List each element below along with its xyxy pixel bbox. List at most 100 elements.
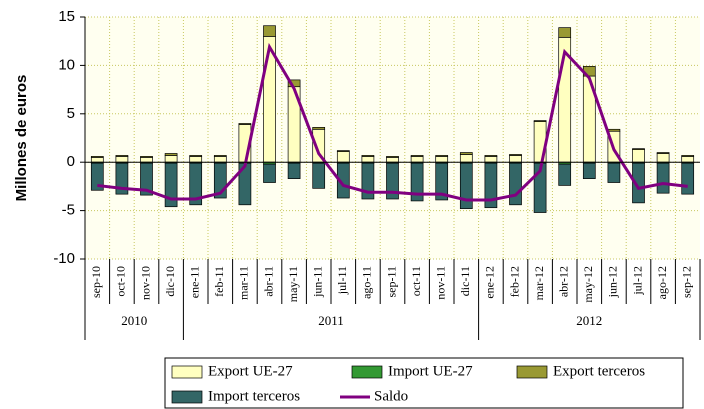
bar [90,157,104,163]
bar [607,162,621,183]
y-tick-label: 5 [67,105,75,122]
bar [312,127,326,130]
bar [386,156,399,158]
x-tick-label: mar-11 [237,266,251,300]
year-label: 2012 [576,313,602,328]
bar [336,150,350,152]
bar [115,156,129,163]
x-tick-label: oct-10 [114,266,128,297]
bar [435,162,449,201]
bar [164,155,178,163]
x-tick-label: jul-11 [335,266,349,295]
bar [484,162,498,209]
y-axis-title: Millones de euros [13,75,30,202]
plot-area [85,17,700,259]
bar [189,155,203,157]
x-tick-label: nov-10 [138,266,152,300]
x-tick-label: sep-10 [89,266,103,298]
bar [681,156,695,163]
x-tick-label: nov-11 [433,266,447,300]
bar [386,162,399,200]
bar [582,162,596,180]
bar [164,162,178,208]
bar [656,152,670,154]
bar [632,148,645,150]
legend-label: Saldo [374,388,408,404]
bar [435,156,449,163]
legend-box [164,357,684,409]
bar [287,162,301,180]
bar [386,157,399,163]
bar [90,156,104,158]
bar [509,154,522,156]
year-label: 2011 [318,313,344,328]
bar [90,162,104,191]
bar [336,162,350,199]
bar [140,162,153,196]
bar [558,163,572,186]
bar [164,153,178,156]
bar [336,151,350,163]
bar [312,162,326,189]
x-tick-label: abr-12 [556,266,570,297]
bar [484,155,498,157]
x-tick-label: abr-11 [261,266,275,297]
bar [435,155,449,157]
legend-label: Import UE-27 [388,363,473,379]
x-tick-label: jun-12 [606,266,620,298]
bar [459,154,473,163]
x-tick-label: dic-10 [163,266,177,297]
legend-swatch [171,365,203,379]
legend-swatch [171,390,203,404]
x-tick-label: jul-12 [630,266,644,296]
bar [509,162,522,206]
x-tick-label: ago-11 [360,266,374,299]
x-tick-label: oct-11 [409,266,423,296]
bar [263,25,276,37]
bar [115,162,129,195]
bar [533,120,547,122]
bar [632,149,645,163]
bar [459,162,473,210]
bar [681,155,695,157]
bar [361,156,375,163]
x-tick-label: may-12 [581,266,595,303]
x-tick-label: feb-12 [507,266,521,297]
legend-label: Export UE-27 [208,363,293,379]
bar [607,128,621,132]
x-tick-label: sep-11 [384,266,398,298]
bar [656,153,670,163]
bar [632,162,645,204]
bar [558,27,572,38]
y-tick-label: 15 [58,8,75,25]
bar [213,156,227,163]
bar [509,155,522,163]
x-tick-label: jun-11 [310,266,324,298]
x-tick-label: ene-12 [483,266,497,299]
bar [410,156,424,163]
bar [140,156,153,158]
bar [238,123,252,125]
legend-label: Export terceros [553,363,645,379]
x-tick-label: feb-11 [212,266,226,297]
x-tick-label: dic-11 [458,266,472,296]
bar [189,162,203,206]
year-label: 2010 [121,313,147,328]
x-tick-label: sep-12 [679,266,693,298]
bar [410,155,424,157]
x-tick-label: may-11 [286,266,300,302]
bar [140,157,153,163]
bar [263,163,276,183]
legend-swatch [516,365,548,379]
bar [484,156,498,163]
x-tick-label: mar-12 [532,266,546,300]
bar [361,155,375,157]
bar [213,155,227,157]
bar [459,152,473,155]
bar [681,162,695,195]
bar [189,156,203,163]
y-tick-label: -10 [53,250,75,267]
legend-swatch [351,365,383,379]
bar [115,155,129,157]
